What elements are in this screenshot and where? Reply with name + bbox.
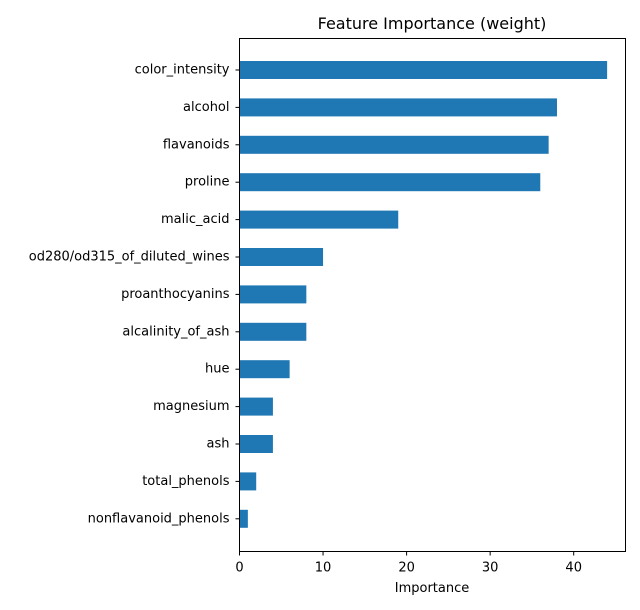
bar-5	[239, 248, 324, 266]
y-tick-label-9: magnesium	[153, 399, 229, 414]
bar-4	[239, 210, 399, 229]
x-axis-ticks: 0 10 20 30 40	[235, 551, 582, 576]
y-tick-label-4: malic_acid	[161, 212, 229, 227]
x-tick-label-4: 40	[565, 561, 582, 576]
y-tick-label-3: proline	[185, 175, 230, 190]
x-tick-label-3: 30	[482, 561, 499, 576]
x-tick-label-2: 20	[398, 561, 415, 576]
bar-7	[239, 322, 307, 341]
y-tick-label-10: ash	[207, 437, 230, 452]
bar-9	[239, 397, 273, 416]
bar-0	[239, 61, 608, 79]
y-tick-label-1: alcohol	[183, 100, 229, 115]
bar-8	[239, 360, 290, 379]
bar-12	[239, 509, 248, 528]
bars	[239, 61, 608, 528]
y-tick-label-6: proanthocyanins	[121, 287, 230, 302]
bar-11	[239, 472, 257, 491]
y-tick-label-12: nonflavanoid_phenols	[88, 511, 230, 526]
bar-6	[239, 285, 307, 304]
y-tick-label-2: flavanoids	[163, 137, 230, 152]
bar-3	[239, 173, 541, 192]
chart-title: Feature Importance (weight)	[318, 14, 547, 33]
x-tick-label-0: 0	[235, 561, 243, 576]
y-tick-label-8: hue	[205, 362, 229, 377]
x-axis-title: Importance	[395, 581, 470, 596]
bar-10	[239, 435, 273, 453]
plot-frame	[239, 38, 626, 552]
x-tick-label-1: 10	[315, 561, 332, 576]
y-tick-label-7: alcalinity_of_ash	[122, 324, 229, 339]
y-tick-label-0: color_intensity	[135, 63, 230, 78]
y-tick-label-11: total_phenols	[142, 474, 230, 489]
bar-1	[239, 98, 557, 117]
bar-2	[239, 135, 549, 154]
y-tick-label-5: od280/od315_of_diluted_wines	[29, 250, 230, 265]
